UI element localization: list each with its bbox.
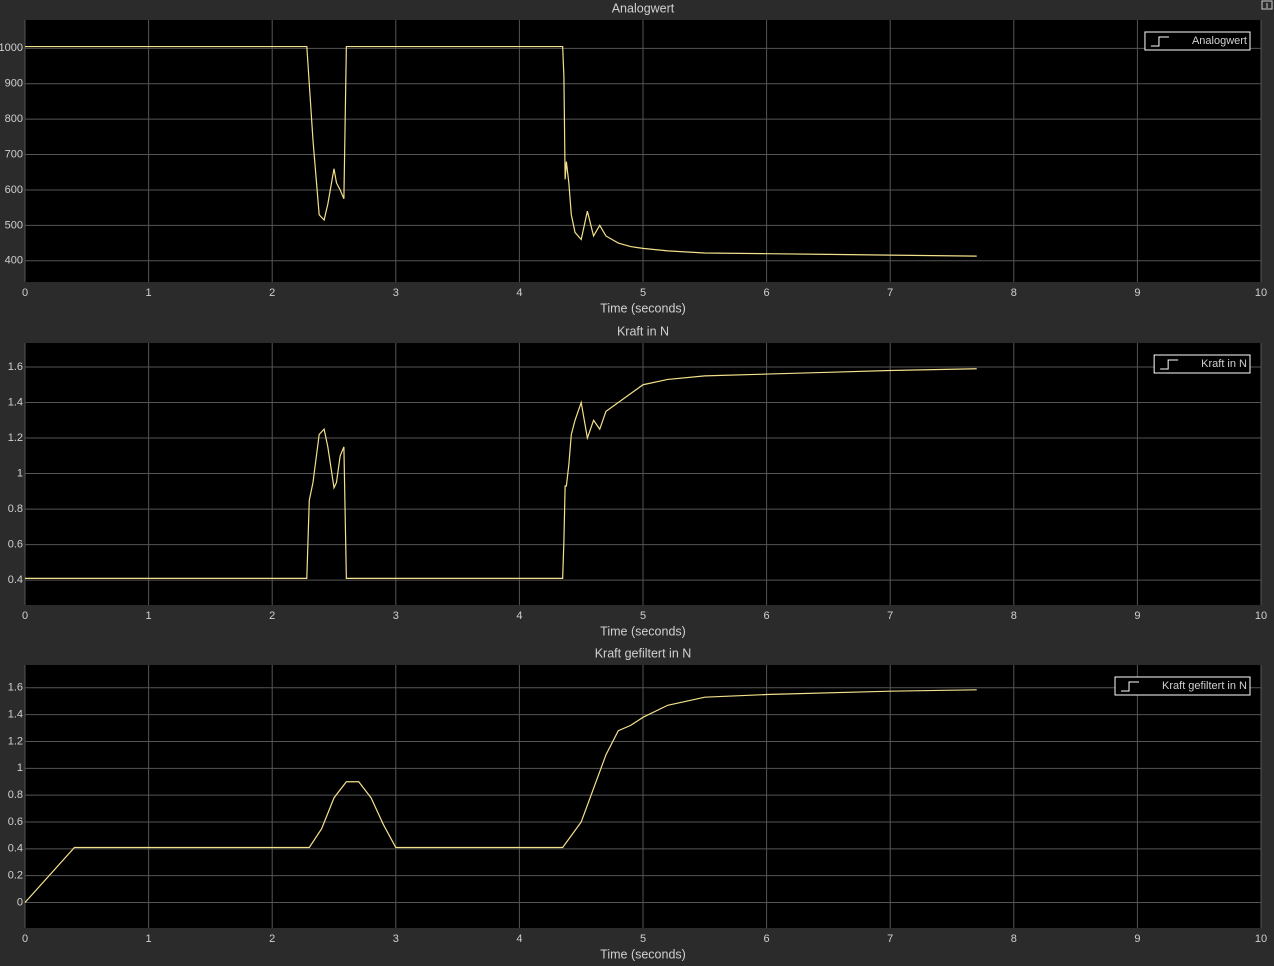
x-tick-label: 1 bbox=[146, 610, 152, 622]
x-tick-label: 4 bbox=[516, 933, 522, 945]
y-tick-label: 500 bbox=[5, 219, 23, 231]
x-tick-label: 7 bbox=[887, 610, 893, 622]
x-tick-label: 10 bbox=[1255, 610, 1267, 622]
y-tick-label: 1.4 bbox=[8, 709, 23, 721]
legend-swatch bbox=[1121, 681, 1140, 692]
x-tick-label: 3 bbox=[393, 933, 399, 945]
y-tick-label: 600 bbox=[5, 184, 23, 196]
y-tick-label: 1.6 bbox=[8, 682, 23, 694]
x-tick-label: 2 bbox=[269, 287, 275, 299]
x-tick-label: 0 bbox=[22, 933, 28, 945]
x-tick-label: 1 bbox=[146, 287, 152, 299]
x-tick-label: 9 bbox=[1134, 933, 1140, 945]
x-axis-label: Time (seconds) bbox=[600, 624, 686, 638]
x-tick-label: 10 bbox=[1255, 933, 1267, 945]
x-tick-label: 5 bbox=[640, 933, 646, 945]
x-tick-label: 2 bbox=[269, 610, 275, 622]
legend-label: Kraft gefiltert in N bbox=[1162, 680, 1247, 692]
chart-title: Kraft in N bbox=[617, 324, 669, 338]
x-tick-label: 4 bbox=[516, 287, 522, 299]
x-tick-label: 6 bbox=[764, 287, 770, 299]
legend-label: Analogwert bbox=[1192, 35, 1247, 47]
legend-box bbox=[1144, 31, 1251, 51]
y-tick-label: 1.4 bbox=[8, 396, 23, 408]
x-tick-label: 0 bbox=[22, 610, 28, 622]
data-line bbox=[25, 45, 977, 257]
x-tick-label: 8 bbox=[1011, 610, 1017, 622]
y-tick-label: 0 bbox=[17, 896, 23, 908]
y-tick-label: 0.8 bbox=[8, 503, 23, 515]
y-tick-label: 1000 bbox=[0, 42, 23, 54]
legend-swatch bbox=[1150, 36, 1169, 47]
legend: Kraft in N bbox=[1153, 354, 1251, 374]
x-tick-label: 5 bbox=[640, 610, 646, 622]
y-tick-label: 1.2 bbox=[8, 735, 23, 747]
y-tick-label: 900 bbox=[5, 78, 23, 90]
y-tick-label: 1 bbox=[17, 762, 23, 774]
x-tick-label: 7 bbox=[887, 933, 893, 945]
y-tick-label: 0.8 bbox=[8, 789, 23, 801]
y-tick-label: 0.2 bbox=[8, 870, 23, 882]
legend: Kraft gefiltert in N bbox=[1114, 676, 1251, 696]
x-tick-label: 5 bbox=[640, 287, 646, 299]
data-line bbox=[24, 689, 977, 903]
x-tick-label: 10 bbox=[1255, 287, 1267, 299]
legend-box bbox=[1114, 676, 1251, 696]
x-tick-label: 1 bbox=[146, 933, 152, 945]
y-tick-label: 400 bbox=[5, 255, 23, 267]
x-tick-label: 8 bbox=[1011, 287, 1017, 299]
x-tick-label: 8 bbox=[1011, 933, 1017, 945]
y-tick-label: 1.2 bbox=[8, 432, 23, 444]
x-tick-label: 3 bbox=[393, 610, 399, 622]
y-tick-label: 0.6 bbox=[8, 539, 23, 551]
chart-title: Analogwert bbox=[612, 1, 675, 15]
x-axis-label: Time (seconds) bbox=[600, 301, 686, 315]
chart-title: Kraft gefiltert in N bbox=[595, 646, 692, 660]
y-tick-label: 700 bbox=[5, 148, 23, 160]
legend: Analogwert bbox=[1144, 31, 1251, 51]
x-tick-label: 0 bbox=[22, 287, 28, 299]
x-axis-label: Time (seconds) bbox=[600, 947, 686, 961]
x-tick-label: 9 bbox=[1134, 287, 1140, 299]
x-tick-label: 6 bbox=[764, 610, 770, 622]
y-tick-label: 0.4 bbox=[8, 574, 23, 586]
y-tick-label: 0.4 bbox=[8, 843, 23, 855]
legend-label: Kraft in N bbox=[1201, 358, 1247, 370]
x-tick-label: 4 bbox=[516, 610, 522, 622]
undock-icon[interactable] bbox=[1261, 0, 1273, 10]
y-tick-label: 1 bbox=[17, 467, 23, 479]
y-tick-label: 1.6 bbox=[8, 361, 23, 373]
x-tick-label: 6 bbox=[764, 933, 770, 945]
x-tick-label: 9 bbox=[1134, 610, 1140, 622]
x-tick-label: 3 bbox=[393, 287, 399, 299]
legend-swatch bbox=[1160, 359, 1179, 370]
y-tick-label: 0.6 bbox=[8, 816, 23, 828]
data-line bbox=[25, 368, 977, 579]
y-tick-label: 800 bbox=[5, 113, 23, 125]
x-tick-label: 7 bbox=[887, 287, 893, 299]
x-tick-label: 2 bbox=[269, 933, 275, 945]
